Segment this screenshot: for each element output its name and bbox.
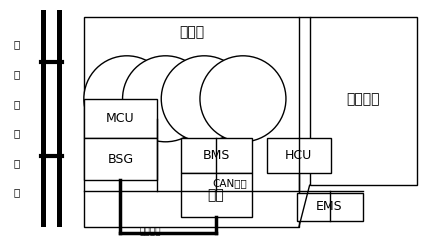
Text: HCU: HCU [285, 149, 313, 162]
Text: 传: 传 [13, 99, 19, 109]
Text: EMS: EMS [316, 200, 342, 213]
FancyBboxPatch shape [267, 138, 331, 173]
FancyBboxPatch shape [297, 193, 363, 221]
Ellipse shape [200, 56, 286, 142]
FancyBboxPatch shape [41, 10, 46, 227]
FancyBboxPatch shape [84, 99, 157, 138]
Text: CAN总线: CAN总线 [213, 178, 247, 188]
Text: 带: 带 [13, 69, 19, 79]
Text: 发动机: 发动机 [179, 25, 204, 39]
Text: 统: 统 [13, 188, 19, 198]
FancyBboxPatch shape [181, 173, 252, 217]
Text: 皮: 皮 [13, 40, 19, 49]
Text: 动: 动 [13, 128, 19, 138]
FancyBboxPatch shape [310, 17, 417, 185]
Text: 电池: 电池 [208, 188, 224, 202]
Ellipse shape [84, 56, 170, 142]
Ellipse shape [161, 56, 247, 142]
Text: 系: 系 [13, 158, 19, 168]
Text: 电能输送: 电能输送 [140, 227, 161, 236]
FancyBboxPatch shape [84, 17, 299, 227]
Ellipse shape [123, 56, 209, 142]
Text: MCU: MCU [106, 112, 135, 125]
Text: 传动系统: 传动系统 [347, 92, 380, 106]
FancyBboxPatch shape [181, 138, 252, 173]
Text: BSG: BSG [108, 153, 133, 166]
FancyBboxPatch shape [84, 138, 157, 180]
FancyBboxPatch shape [57, 10, 62, 227]
Text: BMS: BMS [203, 149, 230, 162]
